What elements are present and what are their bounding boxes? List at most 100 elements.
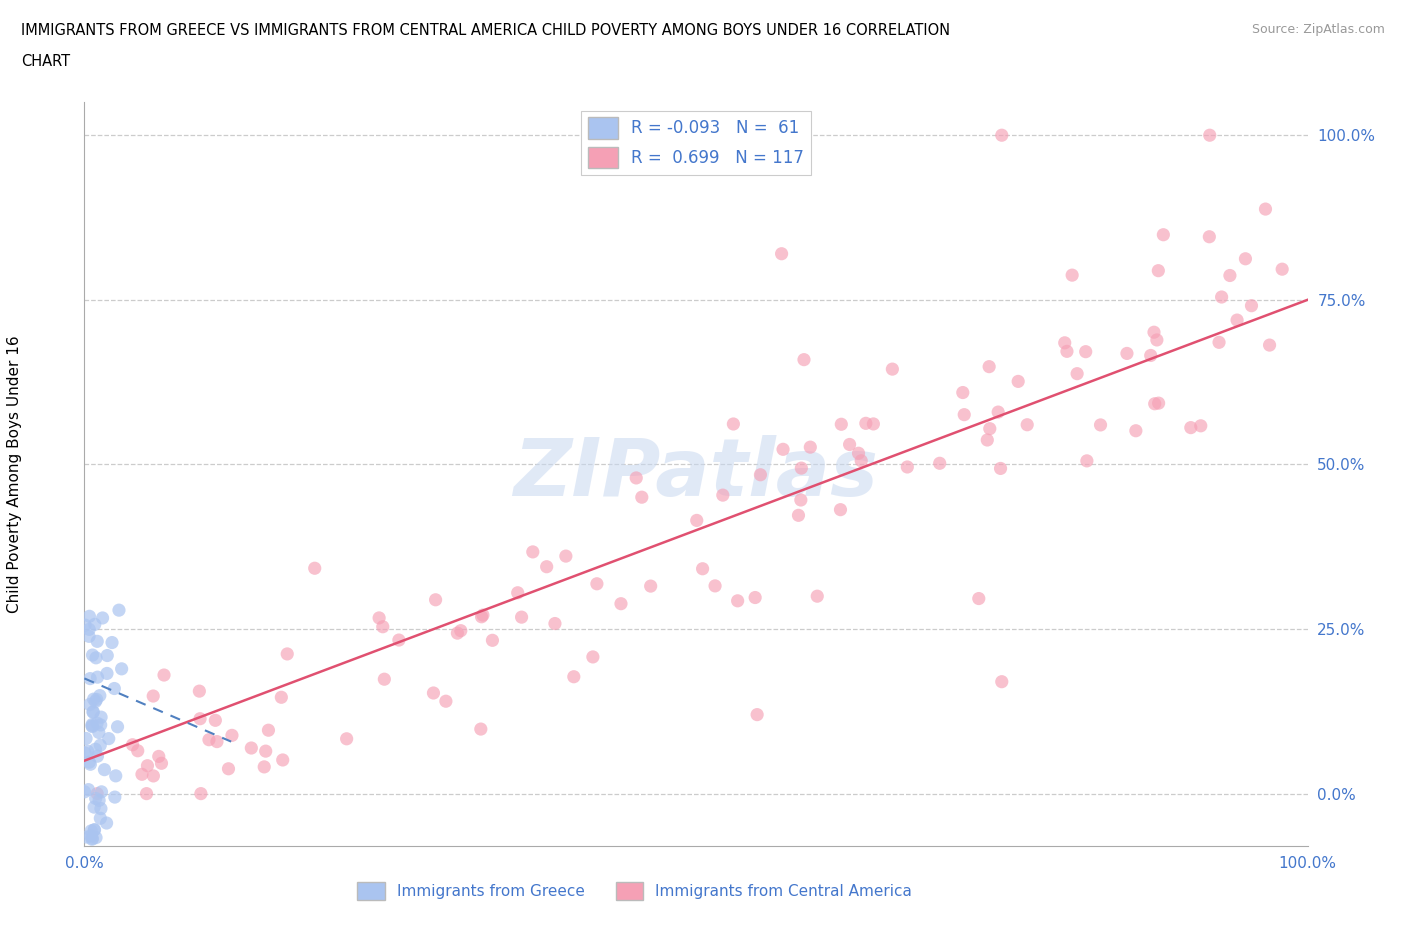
Point [83, 822, 105, 837]
Point [727, 593, 749, 608]
Point [304, 561, 326, 576]
Point [1090, 418, 1112, 432]
Point [862, 417, 884, 432]
Point [630, 490, 652, 505]
Point [562, 670, 585, 684]
Point [1116, 346, 1139, 361]
Point [153, 668, 176, 683]
Point [96, 648, 118, 663]
Point [75, 731, 97, 746]
Point [544, 616, 567, 631]
Point [990, 461, 1012, 476]
Point [830, 502, 852, 517]
Point [851, 453, 873, 468]
Point [89, 793, 111, 808]
Point [368, 610, 391, 625]
Point [1017, 418, 1039, 432]
Point [90, 710, 112, 724]
Point [640, 578, 662, 593]
Point [79, 697, 101, 711]
Point [586, 577, 609, 591]
Point [240, 740, 263, 755]
Point [610, 596, 633, 611]
Point [135, 786, 157, 801]
Point [89, 737, 111, 752]
Point [434, 694, 457, 709]
Point [90, 718, 112, 733]
Point [76, 830, 98, 844]
Point [979, 421, 1001, 436]
Point [1056, 344, 1078, 359]
Point [1074, 344, 1097, 359]
Point [82, 647, 104, 662]
Point [723, 417, 745, 432]
Point [1189, 418, 1212, 433]
Point [103, 681, 125, 696]
Point [855, 416, 877, 431]
Point [373, 671, 395, 686]
Point [76, 744, 98, 759]
Point [471, 607, 494, 622]
Point [89, 688, 111, 703]
Point [1226, 312, 1249, 327]
Point [1271, 261, 1294, 276]
Point [257, 723, 280, 737]
Point [510, 610, 533, 625]
Point [86, 692, 108, 707]
Point [450, 623, 472, 638]
Point [838, 437, 860, 452]
Point [80, 831, 103, 846]
Point [799, 440, 821, 455]
Point [86, 786, 108, 801]
Point [104, 790, 127, 804]
Point [86, 634, 108, 649]
Point [101, 635, 124, 650]
Point [1258, 338, 1281, 352]
Point [87, 725, 110, 740]
Point [90, 801, 112, 816]
Text: IMMIGRANTS FROM GREECE VS IMMIGRANTS FROM CENTRAL AMERICA CHILD POVERTY AMONG BO: IMMIGRANTS FROM GREECE VS IMMIGRANTS FRO… [21, 23, 950, 38]
Point [86, 670, 108, 684]
Point [582, 649, 605, 664]
Point [271, 752, 294, 767]
Point [90, 784, 112, 799]
Point [1147, 395, 1170, 410]
Point [221, 728, 243, 743]
Point [188, 684, 211, 698]
Point [79, 757, 101, 772]
Point [80, 718, 103, 733]
Point [790, 493, 813, 508]
Point [953, 407, 976, 422]
Point [882, 362, 904, 377]
Point [1143, 396, 1166, 411]
Point [830, 417, 852, 432]
Point [83, 692, 105, 707]
Point [1254, 202, 1277, 217]
Point [1219, 268, 1241, 283]
Point [388, 632, 411, 647]
Point [142, 688, 165, 703]
Point [967, 591, 990, 606]
Point [83, 617, 105, 631]
Point [82, 719, 104, 734]
Point [79, 609, 101, 624]
Point [522, 544, 544, 559]
Point [928, 456, 950, 471]
Point [470, 722, 492, 737]
Point [536, 559, 558, 574]
Point [93, 763, 115, 777]
Point [1007, 374, 1029, 389]
Point [848, 445, 870, 460]
Point [481, 633, 503, 648]
Point [336, 731, 359, 746]
Point [987, 405, 1010, 419]
Point [1147, 263, 1170, 278]
Point [131, 767, 153, 782]
Y-axis label: Child Poverty Among Boys Under 16: Child Poverty Among Boys Under 16 [7, 336, 22, 613]
Point [749, 467, 772, 482]
Point [205, 734, 228, 749]
Point [97, 731, 120, 746]
Point [506, 585, 529, 600]
Point [422, 685, 444, 700]
Point [77, 629, 100, 644]
